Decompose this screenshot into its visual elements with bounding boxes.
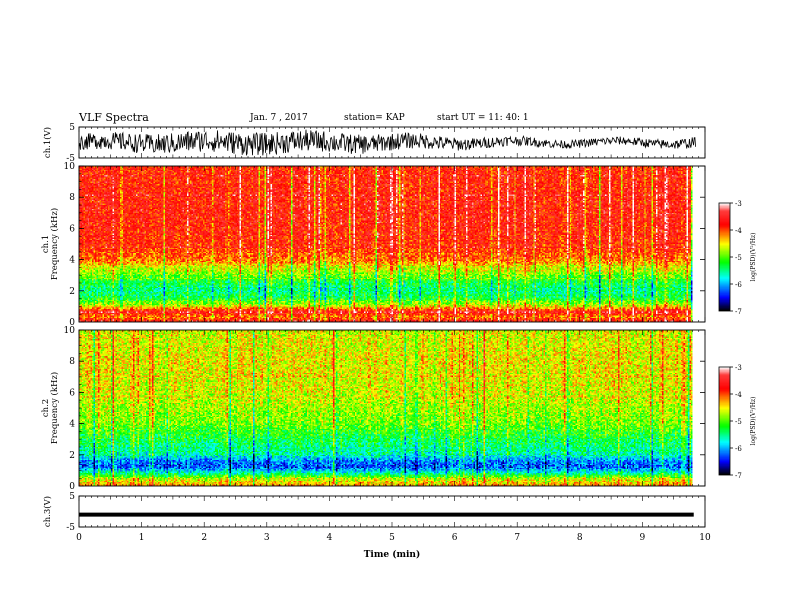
- colorbar-tick-label: -6: [735, 445, 742, 453]
- x-axis-label: Time (min): [364, 549, 421, 560]
- x-tick-label: 6: [452, 533, 458, 543]
- y-axis-label: Frequency (kHz): [49, 208, 60, 280]
- colorbar-tick-label: -7: [735, 308, 742, 316]
- colorbar-tick-label: -5: [735, 254, 742, 262]
- colorbar-label: log(PSD)(V²/Hz): [750, 397, 757, 446]
- colorbar-2: [719, 367, 730, 475]
- x-tick-label: 7: [514, 533, 520, 543]
- y-tick-label: -5: [66, 154, 75, 164]
- ch3-ylabel: ch.3(V): [42, 496, 53, 527]
- chart-title: VLF Spectra: [79, 111, 149, 124]
- colorbar-tick-label: -4: [735, 391, 742, 399]
- y-tick-label: 5: [69, 123, 75, 133]
- y-axis-label: Frequency (kHz): [49, 372, 60, 444]
- colorbar-tick-label: -3: [735, 364, 742, 372]
- header-station: station= KAP: [344, 113, 405, 123]
- x-tick-label: 9: [640, 533, 646, 543]
- y-tick-label: 2: [69, 451, 75, 461]
- ch1-waveform-line: [78, 129, 696, 157]
- spectrogram-2: [79, 330, 693, 486]
- header-date: Jan. 7 , 2017: [250, 113, 308, 123]
- ch1-ylabel: ch.1(V): [42, 127, 53, 158]
- x-tick-label: 8: [577, 533, 583, 543]
- colorbar-1: [719, 203, 730, 311]
- y-tick-label: -5: [66, 523, 75, 533]
- y-tick-label: 10: [64, 326, 76, 336]
- y-tick-label: 5: [69, 492, 75, 502]
- y-tick-label: 6: [69, 224, 75, 234]
- x-tick-label: 3: [264, 533, 270, 543]
- y-tick-label: 10: [64, 162, 76, 172]
- spectrogram-1: [79, 166, 693, 322]
- header-start-time: start UT = 11: 40: 1: [437, 113, 529, 123]
- colorbar-tick-label: -4: [735, 227, 742, 235]
- y-tick-label: 2: [69, 287, 75, 297]
- colorbar-tick-label: -3: [735, 200, 742, 208]
- y-tick-label: 8: [69, 193, 75, 203]
- x-tick-label: 10: [699, 533, 711, 543]
- y-tick-label: 4: [69, 256, 75, 266]
- y-tick-label: 8: [69, 357, 75, 367]
- colorbar-tick-label: -6: [735, 281, 742, 289]
- colorbar-label: log(PSD)(V²/Hz): [750, 233, 757, 282]
- channel-label: ch.1: [41, 235, 51, 253]
- colorbar-tick-label: -5: [735, 418, 742, 426]
- x-tick-label: 1: [139, 533, 145, 543]
- x-tick-label: 2: [201, 533, 207, 543]
- x-tick-label: 0: [76, 533, 82, 543]
- y-tick-label: 0: [69, 318, 75, 328]
- y-tick-label: 4: [69, 420, 75, 430]
- y-tick-label: 0: [69, 482, 75, 492]
- colorbar-tick-label: -7: [735, 472, 742, 480]
- y-tick-label: 6: [69, 388, 75, 398]
- x-tick-label: 4: [327, 533, 333, 543]
- channel-label: ch.2: [41, 399, 51, 417]
- x-tick-label: 5: [389, 533, 395, 543]
